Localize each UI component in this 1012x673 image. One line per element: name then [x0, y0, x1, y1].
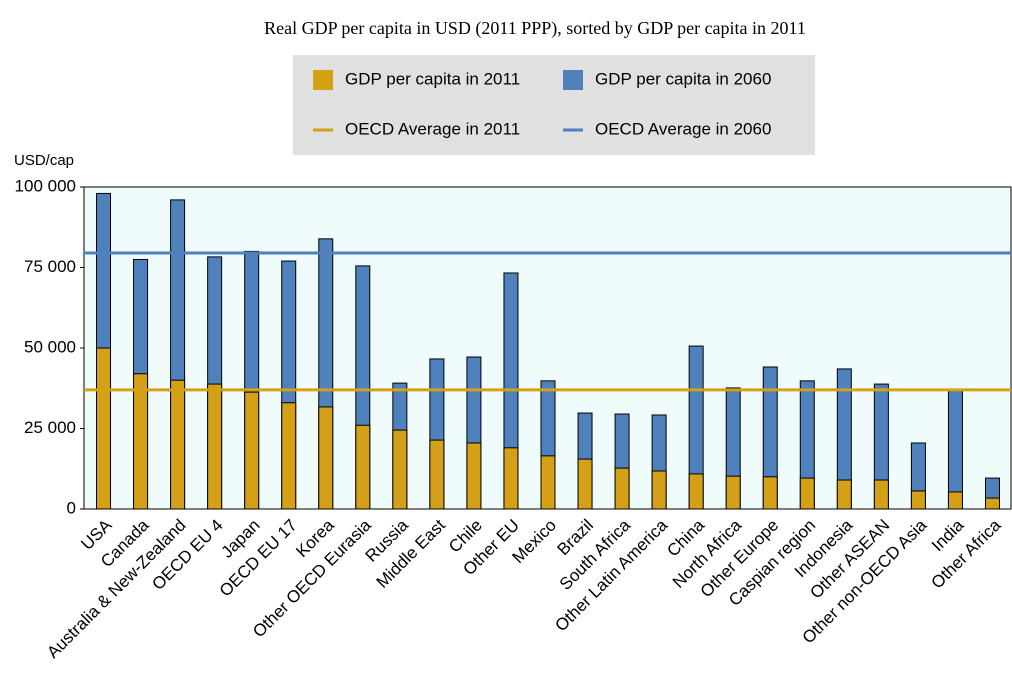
legend-label: OECD Average in 2011 [345, 119, 520, 138]
legend-swatch [313, 70, 333, 90]
bar [910, 490, 926, 510]
chart-title: Real GDP per capita in USD (2011 PPP), s… [264, 18, 806, 39]
bar [318, 406, 334, 510]
bar [466, 442, 482, 510]
y-tick-label: 100 000 [15, 176, 76, 195]
bar [96, 347, 112, 510]
bar [244, 391, 260, 510]
legend-label: OECD Average in 2060 [595, 119, 771, 138]
bar [688, 473, 704, 510]
bar [725, 475, 741, 510]
y-tick-label: 50 000 [24, 337, 76, 356]
bar [577, 458, 593, 510]
bar [392, 429, 408, 510]
legend-label: GDP per capita in 2060 [595, 69, 771, 88]
y-axis-label: USD/cap [14, 152, 74, 169]
bar [355, 424, 371, 510]
y-tick-label: 75 000 [24, 257, 76, 276]
bar [540, 455, 556, 510]
bar [170, 379, 186, 510]
bar [651, 470, 667, 510]
bar [984, 497, 1000, 510]
bar [133, 373, 149, 510]
bar [947, 389, 963, 510]
legend-swatch [563, 70, 583, 90]
y-tick-label: 25 000 [24, 418, 76, 437]
bar [429, 439, 445, 510]
bar [207, 383, 223, 510]
bar [503, 447, 519, 510]
bar [873, 479, 889, 510]
bar [947, 491, 963, 510]
bar [614, 467, 630, 510]
bar [281, 402, 297, 510]
legend-box [293, 55, 815, 155]
bar [799, 477, 815, 510]
bar [762, 476, 778, 510]
legend-label: GDP per capita in 2011 [345, 69, 520, 88]
bar [836, 479, 852, 510]
y-tick-label: 0 [67, 498, 76, 517]
